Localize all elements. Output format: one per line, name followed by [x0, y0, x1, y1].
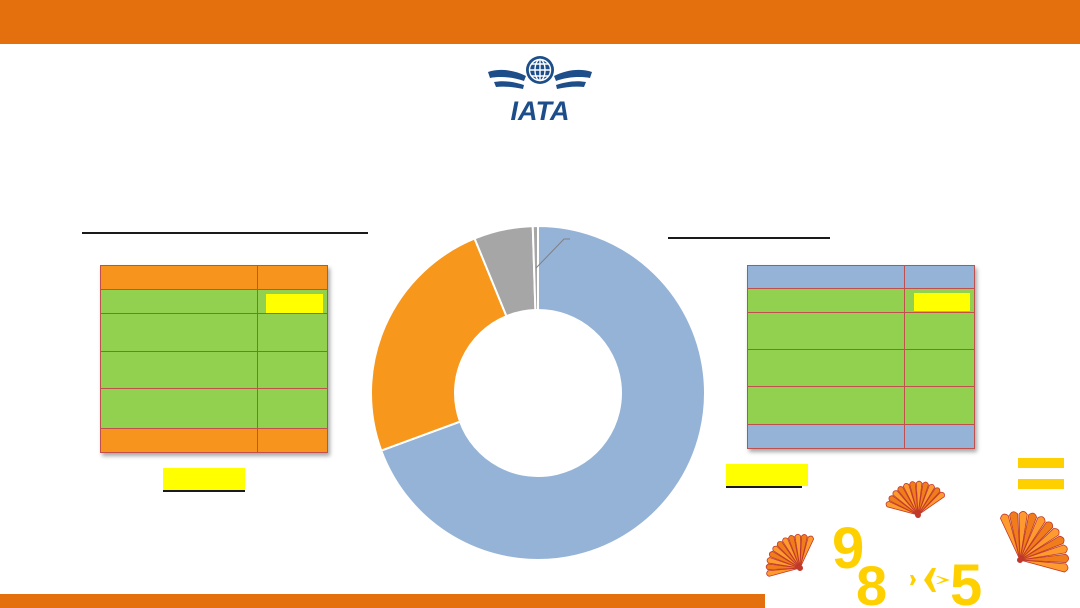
fan-blade: [909, 481, 919, 516]
highlight-cell: [266, 294, 323, 313]
fan-blade: [1000, 513, 1021, 561]
fan-blade: [1019, 516, 1046, 561]
donut-slice-4: [531, 224, 539, 312]
highlight-cell: [914, 293, 970, 311]
leader-line: [535, 238, 571, 269]
fan-blade: [917, 481, 929, 516]
fan-blade: [1019, 559, 1069, 573]
fan-blade: [888, 495, 919, 516]
fan-blade: [885, 500, 919, 516]
fan-blade: [892, 490, 919, 516]
numeral-5: 5: [950, 553, 982, 608]
fan-blade: [782, 537, 801, 569]
left-title-underline: [82, 232, 368, 234]
fan-blade: [902, 483, 919, 516]
right-table: [747, 265, 975, 449]
top-banner: [0, 0, 1080, 44]
donut-slice-1: [379, 224, 706, 561]
fan-blade: [799, 535, 815, 569]
svg-text:IATA: IATA: [511, 96, 570, 126]
iata-logo: IATA: [488, 56, 592, 126]
fan-icon: [765, 533, 815, 577]
deco-graphic: 9 8 5: [765, 480, 1070, 608]
fan-icon: [885, 480, 945, 518]
fan-blade: [1019, 528, 1060, 561]
table-row: [747, 424, 975, 449]
table-row: [100, 428, 328, 453]
fan-blade: [1019, 544, 1068, 561]
table-row: [747, 312, 975, 350]
fan-blade: [776, 541, 801, 569]
numeral-9: 9: [832, 516, 864, 581]
fan-blade: [794, 533, 802, 569]
table-row: [747, 386, 975, 425]
fan-blade: [1019, 535, 1065, 561]
table-row: [100, 351, 328, 389]
donut-chart: [370, 224, 706, 561]
fan-blade: [1018, 511, 1028, 561]
fan-blade: [917, 491, 945, 516]
fan-icon: [1000, 511, 1070, 573]
fan-blade: [765, 563, 801, 571]
table-row: [100, 388, 328, 429]
highlight-label-underline: [726, 486, 802, 488]
fan-blade: [768, 551, 801, 569]
fan-blade: [1019, 521, 1054, 561]
fan-hub: [1017, 557, 1023, 563]
donut-slice-2: [370, 237, 508, 452]
fan-blade: [915, 480, 923, 516]
numeral-8: 8: [856, 554, 887, 608]
fan-hub: [797, 565, 803, 571]
equals-icon-bottom: [1018, 479, 1064, 489]
fan-hub: [915, 512, 921, 518]
table-row: [747, 265, 975, 289]
plane-icon: [910, 568, 950, 592]
table-row: [100, 265, 328, 290]
table-row: [100, 313, 328, 352]
fan-blade: [897, 486, 919, 516]
equals-icon-top: [1018, 458, 1064, 468]
highlight-label: [726, 464, 808, 486]
fan-blade: [1019, 553, 1070, 563]
highlight-label: [163, 468, 245, 490]
fan-blade: [917, 487, 941, 516]
bottom-banner: [0, 594, 765, 608]
table-row: [747, 349, 975, 387]
right-title-underline: [668, 237, 830, 239]
fan-blade: [766, 557, 801, 569]
highlight-label-underline: [163, 490, 245, 492]
fan-blade: [917, 483, 935, 516]
fan-blade: [1009, 511, 1021, 561]
fan-blade: [1019, 512, 1038, 561]
fan-blade: [788, 534, 801, 569]
fan-blade: [766, 567, 801, 577]
fan-blade: [772, 545, 801, 569]
